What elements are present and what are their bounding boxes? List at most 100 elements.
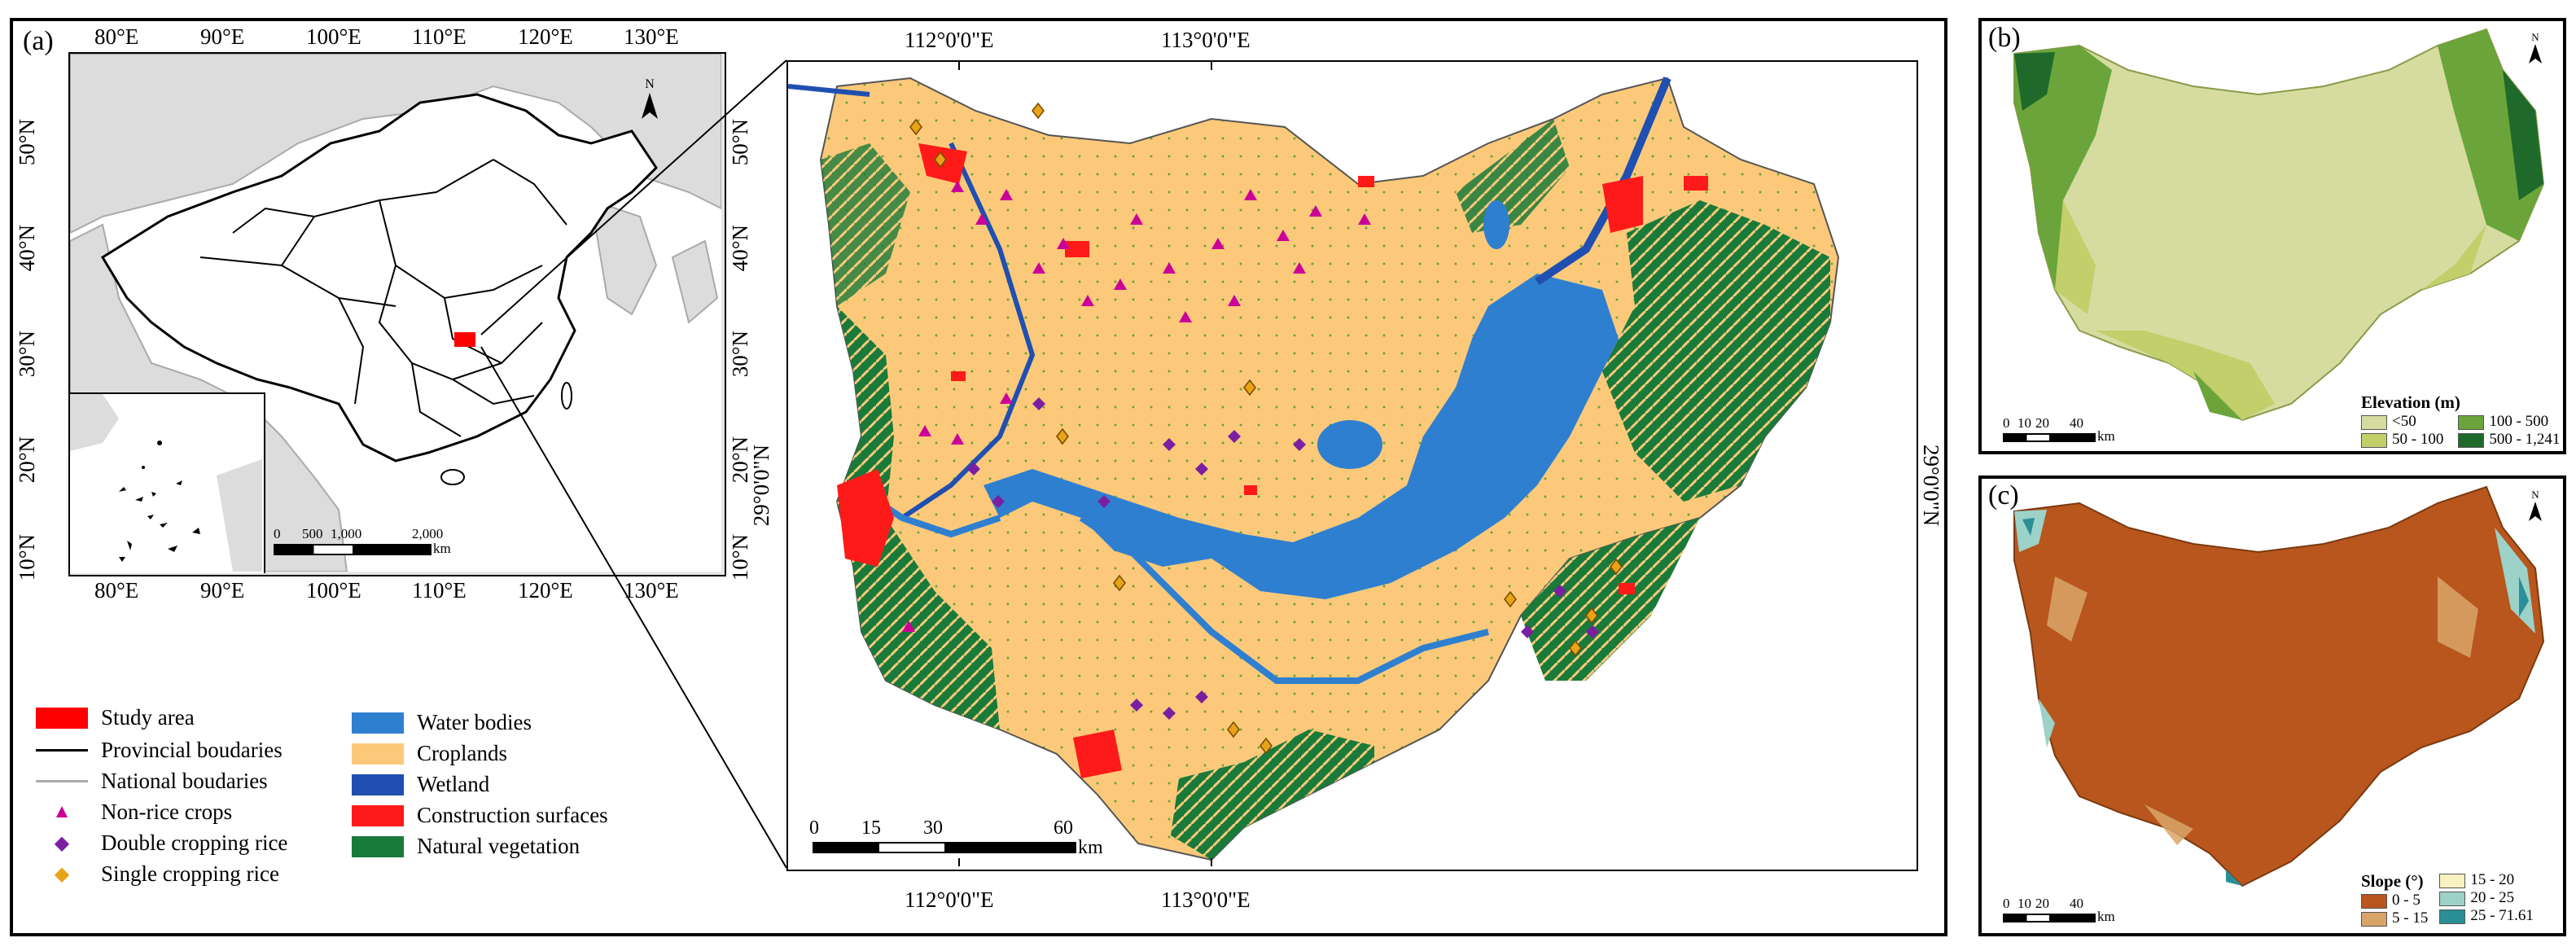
elevation-legend-title: Elevation (m) bbox=[2361, 392, 2460, 412]
legend-label: National boudaries bbox=[101, 769, 268, 793]
elev-scale-20: 20 bbox=[2035, 415, 2049, 431]
main-scale-bar: 0 15 30 60 km bbox=[809, 817, 1151, 858]
main-top-lon-113: 113°0'0"E bbox=[1161, 28, 1251, 52]
construction-swatch bbox=[352, 804, 404, 826]
scale-2000: 2,000 bbox=[412, 526, 444, 541]
svg-text:N: N bbox=[2531, 489, 2539, 501]
elev-scale-0: 0 bbox=[2003, 415, 2010, 431]
slope-swatch-5 bbox=[2439, 909, 2466, 924]
main-scale-15: 15 bbox=[861, 817, 881, 839]
slope-legend-title: Slope (°) bbox=[2361, 871, 2424, 891]
svg-text:N: N bbox=[2531, 31, 2539, 43]
panel-b-label: (b) bbox=[1988, 23, 2021, 53]
slope-class-1: 0 - 5 bbox=[2392, 892, 2420, 909]
lon-120: 120°E bbox=[518, 24, 573, 49]
legend-provincial-boundaries: Provincial boudaries bbox=[36, 738, 283, 763]
study-area-marker bbox=[454, 332, 475, 347]
diamond-icon: ◆ bbox=[54, 833, 70, 854]
elev-scale-10: 10 bbox=[2017, 415, 2031, 431]
lat-40: 40°N bbox=[15, 225, 39, 272]
lat-30: 30°N bbox=[15, 331, 39, 378]
slope-class-4: 20 - 25 bbox=[2470, 889, 2515, 906]
lon-110-b: 110°E bbox=[412, 578, 467, 603]
elevation-legend: Elevation (m) <50 50 - 100 100 - 500 500… bbox=[2361, 392, 2560, 449]
lat-10: 10°N bbox=[15, 534, 39, 581]
legend-label: Double cropping rice bbox=[101, 830, 288, 855]
main-bottom-lon-112: 112°0'0"E bbox=[905, 887, 994, 912]
legend-croplands: Croplands bbox=[352, 741, 507, 766]
legend-natural-vegetation: Natural vegetation bbox=[352, 834, 580, 859]
single-rice-points bbox=[909, 102, 1623, 755]
legend-label: Single cropping rice bbox=[101, 861, 279, 886]
slope-scale-20: 20 bbox=[2035, 896, 2049, 911]
vegetation-swatch bbox=[352, 835, 404, 857]
panel-a-label: (a) bbox=[23, 26, 54, 56]
legend-water-bodies: Water bodies bbox=[352, 710, 532, 735]
triangle-icon: ▲ bbox=[52, 801, 72, 822]
main-scale-30: 30 bbox=[923, 817, 943, 839]
non-rice-crop-points bbox=[902, 181, 1371, 632]
legend-label: Study area bbox=[101, 705, 195, 730]
elev-class-3: 100 - 500 bbox=[2489, 413, 2549, 430]
lat-10-r: 10°N bbox=[728, 534, 752, 581]
lat-30-r: 30°N bbox=[728, 331, 752, 378]
slope-class-5: 25 - 71.61 bbox=[2470, 907, 2534, 924]
main-bottom-lon-113: 113°0'0"E bbox=[1161, 887, 1251, 912]
elev-class-4: 500 - 1,241 bbox=[2489, 431, 2561, 448]
slope-swatch-1 bbox=[2361, 893, 2387, 909]
land-cover-map: 0 15 30 60 km bbox=[786, 60, 1918, 871]
legend-label: Natural vegetation bbox=[417, 834, 580, 858]
main-scale-0: 0 bbox=[809, 817, 819, 839]
svg-text:N: N bbox=[645, 77, 655, 91]
legend-label: Construction surfaces bbox=[417, 803, 608, 827]
lon-100: 100°E bbox=[306, 24, 361, 49]
elev-class-1: <50 bbox=[2392, 413, 2416, 430]
lon-90-b: 90°E bbox=[200, 578, 245, 603]
legend-non-rice-crops: ▲ Non-rice crops bbox=[36, 800, 232, 825]
lon-130: 130°E bbox=[624, 24, 679, 49]
lat-40-r: 40°N bbox=[728, 225, 752, 272]
cropland-swatch bbox=[352, 743, 404, 765]
lon-100-b: 100°E bbox=[306, 578, 361, 603]
elev-scale-unit: km bbox=[2097, 428, 2115, 444]
slope-scale-unit: km bbox=[2097, 909, 2115, 924]
panel-c-slope: (c) N 0 10 20 40 km Slope (°) bbox=[1978, 476, 2566, 936]
lon-110: 110°E bbox=[412, 24, 467, 49]
panel-b-elevation: (b) N 0 10 20 40 km Elevation (m) <50 50… bbox=[1978, 18, 2566, 454]
scale-unit: km bbox=[433, 541, 451, 556]
elev-swatch-1 bbox=[2361, 414, 2387, 430]
double-rice-points bbox=[967, 397, 1599, 720]
main-lat-right: 29°0'0"N bbox=[1919, 445, 1943, 527]
slope-class-3: 15 - 20 bbox=[2470, 871, 2515, 888]
elev-scale-40: 40 bbox=[2070, 415, 2083, 431]
south-china-sea-inset bbox=[70, 392, 265, 573]
lat-50: 50°N bbox=[15, 119, 39, 166]
legend-label: Provincial boudaries bbox=[101, 738, 283, 762]
water-swatch bbox=[352, 712, 404, 734]
slope-scale-0: 0 bbox=[2003, 896, 2010, 911]
slope-scale-10: 10 bbox=[2017, 896, 2031, 911]
legend-study-area: Study area bbox=[36, 705, 195, 730]
main-scale-unit: km bbox=[1078, 837, 1103, 858]
elev-swatch-2 bbox=[2361, 432, 2387, 448]
elev-class-2: 50 - 100 bbox=[2392, 431, 2444, 448]
slope-legend: Slope (°) 0 - 5 5 - 15 15 - 20 20 - 25 2… bbox=[2361, 871, 2534, 927]
panel-a: (a) bbox=[10, 18, 1947, 936]
legend-national-boundaries: National boudaries bbox=[36, 769, 268, 794]
legend-label: Water bodies bbox=[417, 710, 532, 734]
scale-500: 500 bbox=[302, 526, 323, 541]
study-area-swatch bbox=[36, 707, 88, 729]
main-lat-left: 29°0'0"N bbox=[749, 445, 773, 527]
main-top-lon-112: 112°0'0"E bbox=[905, 28, 994, 52]
legend-construction: Construction surfaces bbox=[352, 803, 608, 828]
slope-map-shape bbox=[2013, 485, 2545, 887]
scale-1000: 1,000 bbox=[331, 526, 362, 541]
lon-80: 80°E bbox=[94, 24, 139, 49]
elevation-scale-bar: 0 10 20 40 km bbox=[2003, 415, 2166, 448]
national-line bbox=[36, 780, 88, 782]
slope-swatch-2 bbox=[2361, 911, 2387, 927]
lon-120-b: 120°E bbox=[518, 578, 573, 603]
lat-20: 20°N bbox=[15, 436, 39, 484]
china-overview-map: N 0 500 1,000 bbox=[68, 52, 726, 576]
legend-wetland: Wetland bbox=[352, 772, 489, 797]
